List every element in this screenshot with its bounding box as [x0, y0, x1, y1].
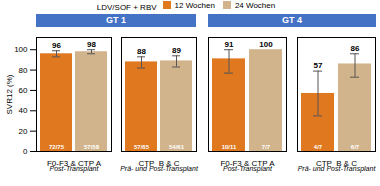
svg-text:SVR12 (%): SVR12 (%) — [5, 74, 14, 114]
html-text:LDV/SOF + RBV: LDV/SOF + RBV — [96, 2, 157, 12]
svg-text:4/7: 4/7 — [314, 144, 323, 150]
svg-text:100: 100 — [14, 45, 28, 54]
svg-text:100: 100 — [259, 40, 273, 49]
svg-text:CTP B & C: CTP B & C — [315, 159, 358, 169]
svg-text:F0-F3 & CTP A: F0-F3 & CTP A — [220, 159, 275, 169]
svg-text:54/61: 54/61 — [169, 144, 185, 150]
svg-text:80: 80 — [19, 66, 28, 75]
svg-text:57/58: 57/58 — [84, 144, 100, 150]
svg-text:60: 60 — [19, 86, 28, 95]
svg-text:96: 96 — [52, 41, 61, 50]
svg-text:Post-Transplant: Post-Transplant — [223, 165, 273, 173]
svg-text:7/7: 7/7 — [262, 144, 271, 150]
svg-text:86: 86 — [351, 44, 360, 53]
svg-text:57: 57 — [314, 61, 323, 70]
svg-text:72/75: 72/75 — [49, 144, 65, 150]
svg-text:10/11: 10/11 — [222, 144, 237, 150]
svg-text:6/7: 6/7 — [351, 144, 360, 150]
svg-text:20: 20 — [19, 127, 28, 136]
svg-text:91: 91 — [225, 40, 234, 49]
svg-text:88: 88 — [137, 47, 146, 56]
svg-text:89: 89 — [172, 46, 181, 55]
svg-text:CTP B & C: CTP B & C — [138, 159, 180, 169]
svg-text:Prä- und Post-Transplant: Prä- und Post-Transplant — [120, 165, 199, 173]
html-text:12 Wochen: 12 Wochen — [174, 0, 215, 10]
svg-text:Prä- und Post-Transplant: Prä- und Post-Transplant — [298, 165, 377, 173]
html-text:GT 4: GT 4 — [282, 15, 302, 25]
svg-text:Post-Transplant: Post-Transplant — [50, 165, 100, 173]
svg-text:40: 40 — [19, 106, 28, 115]
html-text:24 Wochen: 24 Wochen — [234, 0, 276, 10]
svg-text:57/65: 57/65 — [134, 144, 150, 150]
svg-text:98: 98 — [87, 40, 96, 49]
svg-text:F0-F3 & CTP A: F0-F3 & CTP A — [47, 159, 101, 169]
svg-text:0: 0 — [23, 147, 28, 156]
html-text:GT 1: GT 1 — [106, 15, 126, 25]
